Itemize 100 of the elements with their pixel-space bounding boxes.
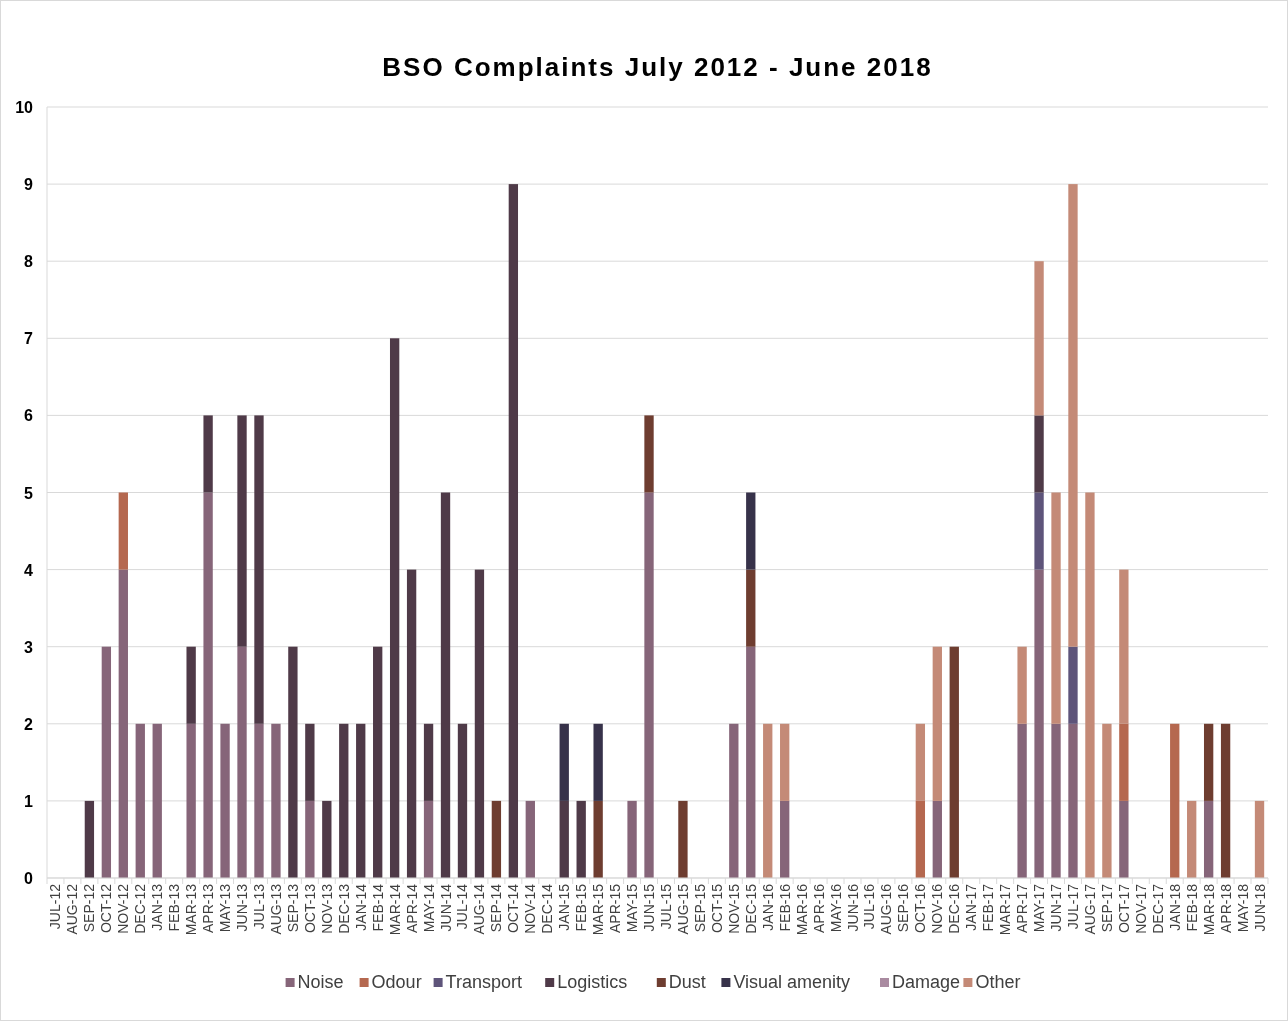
- x-tick-label: MAR-17: [997, 883, 1014, 936]
- x-tick-label: SEP-15: [691, 883, 708, 933]
- x-tick-label: FEB-15: [573, 883, 590, 932]
- x-tick-label: OCT-13: [301, 883, 318, 934]
- bar: [389, 338, 400, 878]
- bar: [763, 723, 773, 878]
- x-tick-label: APR-16: [810, 883, 827, 934]
- x-tick-label: NOV-17: [1132, 883, 1149, 934]
- x-tick-label: JAN-17: [963, 883, 980, 931]
- x-tick-label: JAN-18: [1166, 883, 1183, 931]
- x-tick-label: MAY-13: [217, 883, 234, 933]
- x-tick-label: SEP-16: [895, 883, 912, 933]
- x-tick-label: JAN-13: [149, 883, 166, 931]
- bar: [305, 800, 315, 878]
- x-tick-label: OCT-14: [505, 883, 522, 934]
- y-tick-label: 1: [24, 792, 34, 810]
- x-tick-label: JAN-14: [352, 883, 369, 931]
- y-tick-label: 5: [24, 484, 34, 502]
- bar: [1051, 492, 1061, 724]
- bar: [746, 569, 756, 647]
- x-tick-label: FEB-16: [776, 883, 793, 932]
- x-tick-label: JUN-16: [844, 883, 861, 932]
- x-tick-label: AUG-12: [64, 883, 81, 935]
- bar: [627, 800, 637, 878]
- x-tick-label: NOV-12: [115, 883, 132, 934]
- y-tick-label: 3: [24, 638, 34, 656]
- bar: [1170, 723, 1180, 878]
- x-tick-label: DEC-13: [335, 883, 352, 934]
- bar: [915, 800, 926, 878]
- x-tick-label: JUN-14: [437, 883, 454, 932]
- bar: [491, 800, 502, 878]
- x-tick-label: JAN-16: [759, 883, 776, 931]
- bar: [1034, 569, 1044, 878]
- bar: [915, 723, 926, 801]
- x-tick-label: JAN-15: [556, 883, 573, 931]
- x-tick-label: APR-15: [607, 883, 624, 934]
- legend-label: Dust: [668, 972, 706, 992]
- bar: [356, 723, 366, 878]
- legend-label: Transport: [445, 972, 522, 992]
- x-tick-label: JUL-16: [861, 883, 878, 930]
- x-tick-label: DEC-15: [742, 883, 759, 934]
- bar: [1187, 800, 1197, 878]
- bar: [1017, 646, 1027, 724]
- x-tick-label: DEC-12: [132, 883, 149, 934]
- y-tick-label: 2: [24, 715, 34, 733]
- legend-label: Odour: [371, 972, 422, 992]
- x-tick-label: JUL-13: [250, 883, 267, 930]
- x-tick-label: AUG-16: [878, 883, 895, 935]
- x-tick-label: APR-17: [1014, 883, 1031, 934]
- legend-label: Other: [975, 972, 1021, 992]
- x-tick-label: APR-18: [1217, 883, 1234, 934]
- bar: [406, 569, 417, 878]
- bar: [678, 800, 688, 878]
- x-tick-label: NOV-13: [318, 883, 335, 934]
- legend-label: Logistics: [557, 972, 628, 992]
- bar: [746, 492, 756, 570]
- x-tick-label: APR-14: [403, 883, 420, 934]
- x-tick-label: JUN-15: [641, 883, 658, 932]
- bar: [1051, 723, 1061, 878]
- x-tick-label: MAY-16: [827, 883, 844, 933]
- legend-label: Visual amenity: [733, 972, 851, 992]
- x-tick-label: JUL-12: [47, 883, 64, 930]
- bar: [423, 723, 434, 801]
- x-tick-label: JUN-13: [234, 883, 251, 932]
- bar: [118, 569, 128, 878]
- x-tick-label: APR-13: [200, 883, 217, 934]
- x-tick-label: DEC-14: [539, 883, 556, 934]
- bar: [373, 646, 383, 878]
- bar: [644, 492, 654, 878]
- x-tick-label: FEB-18: [1183, 883, 1200, 932]
- chart-title: BSO Complaints July 2012 - June 2018: [382, 52, 933, 82]
- x-tick-label: DEC-16: [946, 883, 963, 934]
- x-tick-label: SEP-12: [81, 883, 98, 933]
- x-tick-label: MAY-14: [420, 883, 437, 933]
- bar: [118, 492, 128, 570]
- x-tick-label: AUG-14: [471, 883, 488, 935]
- legend-label: Noise: [297, 972, 344, 992]
- x-tick-label: AUG-15: [674, 883, 691, 935]
- y-tick-label: 10: [15, 99, 34, 116]
- bar: [1119, 800, 1129, 878]
- x-tick-label: FEB-17: [980, 883, 997, 932]
- x-tick-label: JUN-18: [1251, 883, 1268, 932]
- bar: [203, 415, 213, 493]
- bar: [237, 646, 247, 878]
- x-tick-label: MAY-15: [624, 883, 641, 933]
- bar: [1068, 184, 1078, 647]
- bar: [644, 415, 654, 493]
- bar: [440, 492, 451, 878]
- x-tick-label: OCT-12: [98, 883, 115, 934]
- x-tick-label: MAR-15: [590, 883, 607, 936]
- bar: [949, 646, 959, 878]
- x-tick-label: OCT-15: [708, 883, 725, 934]
- x-tick-label: NOV-16: [929, 883, 946, 934]
- x-tick-label: AUG-17: [1081, 883, 1098, 935]
- bar: [729, 723, 739, 878]
- bar: [780, 800, 790, 878]
- y-tick-label: 6: [24, 407, 34, 425]
- bar: [576, 800, 586, 878]
- bar: [322, 800, 332, 878]
- bar: [1254, 800, 1265, 878]
